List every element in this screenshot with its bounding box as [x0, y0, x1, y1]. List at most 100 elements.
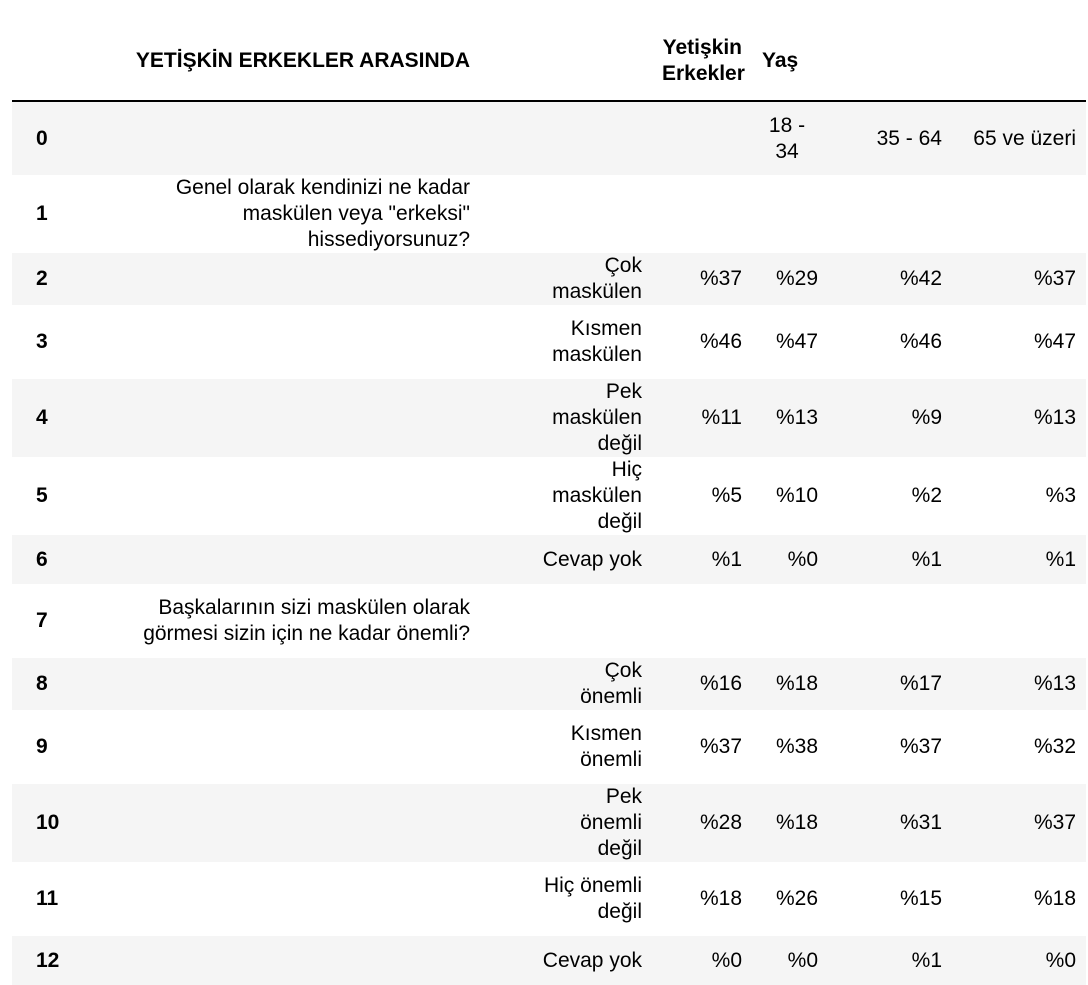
age-18-34-cell: %47 [775, 330, 818, 353]
age-35-64-cell: 35 - 64 [876, 126, 942, 150]
age-35-64-cell: %31 [899, 811, 942, 834]
question-cell: Başkalarının sizi maskülen olarak görmes… [143, 596, 470, 645]
age-18-34-cell: %26 [775, 887, 818, 910]
age-65-plus-cell: %32 [1033, 735, 1076, 758]
row-index: 5 [36, 484, 48, 507]
table-row: 4 Pek maskülen değil %11 %13 %9 %13 [12, 379, 1086, 457]
table-row: 6 Cevap yok %1 %0 %1 %1 [12, 535, 1086, 584]
age-18-34-cell [752, 584, 822, 658]
row-index: 7 [36, 609, 48, 632]
age-35-64-cell: %1 [911, 547, 942, 571]
question-cell [100, 535, 480, 584]
question-cell [100, 305, 480, 379]
adult-men-cell: %1 [711, 547, 742, 571]
age-65-plus-cell: %0 [1045, 948, 1076, 972]
age-35-64-cell: %46 [899, 330, 942, 353]
row-index: 4 [36, 406, 48, 429]
answer-cell: Hiç önemli değil [543, 874, 642, 923]
age-18-34-cell: 18 - 34 [768, 113, 806, 163]
table-row: 5 Hiç maskülen değil %5 %10 %2 %3 [12, 457, 1086, 535]
answer-cell: Cevap yok [542, 948, 642, 972]
age-65-plus-cell: %37 [1033, 267, 1076, 290]
age-header-2 [822, 0, 952, 102]
row-index: 8 [36, 672, 48, 695]
age-18-34-cell: %0 [787, 547, 818, 571]
question-cell [100, 862, 480, 936]
table-row: 10 Pek önemli değil %28 %18 %31 %37 [12, 784, 1086, 862]
survey-table: YETİŞKİN ERKEKLER ARASINDA Yetişkin Erke… [12, 0, 1086, 985]
question-cell: Genel olarak kendinizi ne kadar maskülen… [175, 176, 470, 251]
row-index: 10 [36, 811, 60, 834]
header-row: YETİŞKİN ERKEKLER ARASINDA Yetişkin Erke… [12, 0, 1086, 102]
question-cell [100, 457, 480, 535]
answer-cell [480, 175, 652, 253]
age-65-plus-cell: 65 ve üzeri [973, 126, 1076, 150]
adult-men-cell [652, 175, 752, 253]
answer-cell: Cevap yok [542, 547, 642, 571]
table-row: 3 Kısmen maskülen %46 %47 %46 %47 [12, 305, 1086, 379]
age-65-plus-cell [952, 584, 1086, 658]
question-cell [100, 936, 480, 985]
adult-men-cell: %16 [699, 672, 742, 695]
age-18-34-cell: %0 [787, 948, 818, 972]
question-cell [100, 658, 480, 710]
age-18-34-cell: %29 [775, 267, 818, 290]
adult-men-cell [652, 584, 752, 658]
answer-cell: Çok önemli [580, 659, 642, 708]
question-cell [100, 784, 480, 862]
adult-men-cell: %5 [711, 484, 742, 507]
age-65-plus-cell: %13 [1033, 406, 1076, 429]
row-index: 0 [36, 126, 48, 150]
adult-men-cell: %37 [699, 735, 742, 758]
adult-men-cell: %0 [711, 948, 742, 972]
age-65-plus-cell [952, 175, 1086, 253]
age-18-34-cell: %10 [775, 484, 818, 507]
age-65-plus-cell: %18 [1033, 887, 1076, 910]
row-index: 9 [36, 735, 48, 758]
age-35-64-cell: %17 [899, 672, 942, 695]
adult-men-cell: %46 [699, 330, 742, 353]
row-index: 1 [36, 202, 48, 225]
age-18-34-cell: %18 [775, 672, 818, 695]
age-35-64-cell [822, 175, 952, 253]
question-cell [100, 710, 480, 784]
table-row: 9 Kısmen önemli %37 %38 %37 %32 [12, 710, 1086, 784]
age-65-plus-cell: %47 [1033, 330, 1076, 353]
age-header: Yaş [752, 0, 822, 102]
age-header-3 [952, 0, 1086, 102]
table-row: 1 Genel olarak kendinizi ne kadar masküle… [12, 175, 1086, 253]
answer-cell [480, 101, 652, 175]
answer-header [480, 0, 652, 102]
row-index: 12 [36, 948, 60, 972]
table-row: 11 Hiç önemli değil %18 %26 %15 %18 [12, 862, 1086, 936]
answer-cell: Hiç maskülen değil [552, 458, 642, 533]
adult-men-cell: %28 [699, 811, 742, 834]
adult-men-cell: %18 [699, 887, 742, 910]
adult-men-cell: %37 [699, 267, 742, 290]
answer-cell: Pek önemli değil [580, 785, 642, 860]
age-35-64-cell: %15 [899, 887, 942, 910]
table-title: YETİŞKİN ERKEKLER ARASINDA [100, 0, 480, 102]
age-35-64-cell: %2 [911, 484, 942, 507]
age-65-plus-cell: %3 [1045, 484, 1076, 507]
row-index: 2 [36, 267, 48, 290]
row-index: 11 [36, 887, 59, 910]
row-index: 6 [36, 547, 48, 571]
table-row: 8 Çok önemli %16 %18 %17 %13 [12, 658, 1086, 710]
answer-cell: Çok maskülen [552, 254, 642, 303]
answer-cell: Kısmen maskülen [552, 317, 642, 366]
index-header [12, 0, 100, 102]
age-35-64-cell: %42 [899, 267, 942, 290]
adult-men-header: Yetişkin Erkekler [652, 0, 752, 102]
adult-men-cell: %11 [701, 406, 742, 429]
question-cell [100, 101, 480, 175]
row-index: 3 [36, 330, 48, 353]
age-18-34-cell: %13 [775, 406, 818, 429]
question-cell [100, 379, 480, 457]
age-65-plus-cell: %1 [1045, 547, 1076, 571]
table-row: 12 Cevap yok %0 %0 %1 %0 [12, 936, 1086, 985]
table-row: 0 18 - 34 35 - 64 65 ve üzeri [12, 101, 1086, 175]
age-65-plus-cell: %13 [1033, 672, 1076, 695]
question-cell [100, 253, 480, 305]
answer-cell [480, 584, 652, 658]
